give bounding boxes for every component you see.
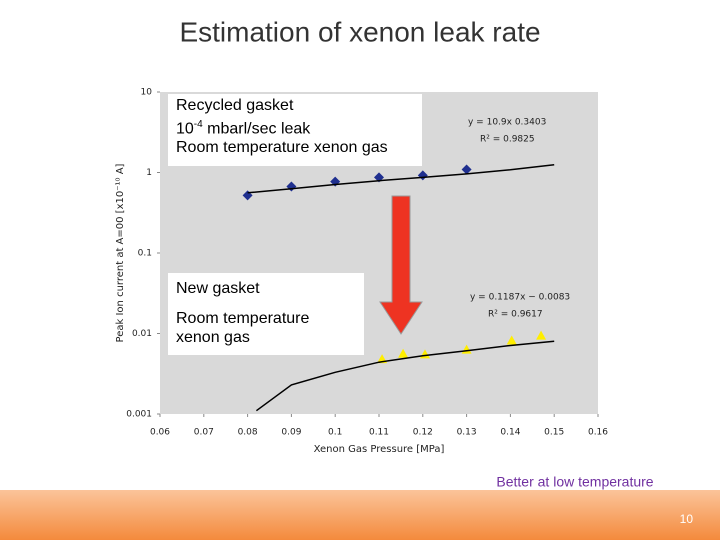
- box-exponent: -4: [193, 119, 203, 130]
- y-tick-label: 0.001: [126, 410, 152, 420]
- fit-equation: y = 10.9x 0.3403: [468, 118, 546, 128]
- x-tick-label: 0.09: [281, 428, 301, 438]
- fit-line: [247, 163, 555, 194]
- x-tick-label: 0.16: [588, 428, 608, 438]
- box-line: New gasket: [176, 280, 260, 297]
- x-tick-label: 0.11: [369, 428, 389, 438]
- note: Better at low temperature: [496, 474, 653, 490]
- y-tick-label: 10: [141, 88, 153, 98]
- x-tick-label: 0.13: [457, 428, 477, 438]
- data-point: [461, 164, 472, 175]
- data-point: [398, 348, 409, 358]
- data-point: [536, 330, 547, 340]
- box-line: Recycled gasket: [176, 97, 294, 114]
- annotation-box: Recycled gasket 10-4 mbarl/sec leak Room…: [168, 94, 422, 166]
- x-tick-label: 0.06: [150, 428, 170, 438]
- page-number: 10: [680, 512, 694, 526]
- x-tick-label: 0.12: [413, 428, 433, 438]
- y-axis-label: Peak Ion current at A=00 [x10⁻¹⁰ A]: [115, 163, 126, 342]
- y-tick-label: 0.1: [138, 249, 152, 259]
- y-tick-label: 1: [146, 168, 152, 178]
- arrow: [379, 195, 423, 335]
- x-axis-label: Xenon Gas Pressure [MPa]: [314, 444, 445, 455]
- box-text: mbarl/sec leak: [202, 120, 311, 138]
- y-tick-label: 0.01: [132, 329, 152, 339]
- box-text: 10: [176, 120, 194, 138]
- x-tick-label: 0.15: [544, 428, 564, 438]
- fit-line: [255, 340, 555, 412]
- x-tick-label: 0.08: [238, 428, 258, 438]
- box-line: Room temperature xenon gas: [176, 139, 388, 157]
- box-line: Room temperature: [176, 310, 310, 327]
- x-tick-label: 0.1: [328, 428, 342, 438]
- x-tick-label: 0.14: [500, 428, 520, 438]
- footer-bar: [0, 490, 720, 540]
- annotation-box: New gasket Room temperature xenon gas: [168, 273, 364, 355]
- data-point: [506, 335, 517, 345]
- slide-title: Estimation of xenon leak rate: [179, 16, 540, 47]
- box-line: xenon gas: [176, 329, 250, 346]
- fit-r2: R² = 0.9617: [488, 310, 543, 320]
- fit-r2: R² = 0.9825: [480, 135, 535, 145]
- box-line: 10-4 mbarl/sec leak: [176, 115, 414, 138]
- fit-equation: y = 0.1187x − 0.0083: [470, 293, 570, 303]
- x-tick-label: 0.07: [194, 428, 214, 438]
